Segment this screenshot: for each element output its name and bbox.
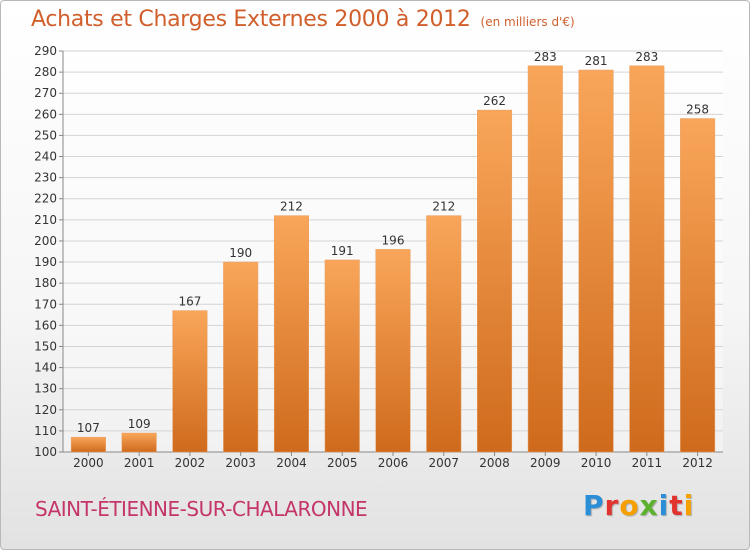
bar <box>629 65 665 453</box>
bar <box>680 118 716 453</box>
y-tick-label: 180 <box>34 276 57 290</box>
x-tick-label: 2007 <box>428 456 459 470</box>
y-tick-label: 270 <box>34 86 57 100</box>
bar <box>70 436 106 453</box>
bar <box>223 261 259 453</box>
bar <box>477 109 513 453</box>
logo-letter: r <box>604 489 620 522</box>
x-tick-label: 2012 <box>682 456 713 470</box>
proxiti-logo[interactable]: Proxiti <box>583 489 694 522</box>
data-label: 262 <box>483 94 506 108</box>
y-tick-label: 240 <box>34 150 57 164</box>
y-tick-label: 170 <box>34 297 57 311</box>
y-tick-label: 210 <box>34 213 57 227</box>
y-tick-label: 190 <box>34 255 57 269</box>
x-tick-label: 2010 <box>581 456 612 470</box>
logo-letter: x <box>639 489 659 522</box>
logo-letter: i <box>683 489 695 522</box>
bar <box>172 310 208 453</box>
x-tick-label: 2001 <box>124 456 155 470</box>
data-label: 212 <box>432 200 455 214</box>
y-tick-label: 130 <box>34 382 57 396</box>
data-label: 107 <box>77 421 100 435</box>
y-tick-label: 150 <box>34 339 57 353</box>
data-label: 190 <box>229 246 252 260</box>
data-label: 109 <box>128 417 151 431</box>
x-tick-label: 2002 <box>175 456 206 470</box>
bar <box>375 249 411 453</box>
bar <box>426 215 462 453</box>
logo-letter: P <box>583 489 605 522</box>
y-tick-label: 230 <box>34 171 57 185</box>
data-label: 283 <box>635 50 658 64</box>
x-tick-label: 2000 <box>73 456 104 470</box>
y-tick-label: 120 <box>34 403 57 417</box>
logo-letter: t <box>669 489 684 522</box>
x-tick-label: 2004 <box>276 456 307 470</box>
x-tick-label: 2011 <box>632 456 663 470</box>
y-tick-label: 280 <box>34 65 57 79</box>
data-label: 258 <box>686 103 709 117</box>
x-tick-label: 2008 <box>479 456 510 470</box>
data-label: 191 <box>331 244 354 258</box>
y-tick-label: 110 <box>34 424 57 438</box>
chart-subtitle: (en milliers d'€) <box>480 15 575 29</box>
y-tick-label: 260 <box>34 107 57 121</box>
chart-title-text: Achats et Charges Externes 2000 à 2012 <box>31 7 471 32</box>
data-label: 281 <box>585 54 608 68</box>
data-label: 283 <box>534 50 557 64</box>
y-tick-label: 250 <box>34 128 57 142</box>
y-tick-label: 220 <box>34 192 57 206</box>
bar <box>273 215 309 453</box>
data-label: 196 <box>382 233 405 247</box>
y-tick-label: 100 <box>34 445 57 459</box>
x-tick-label: 2006 <box>378 456 409 470</box>
y-tick-label: 290 <box>34 44 57 58</box>
data-label: 212 <box>280 200 303 214</box>
x-tick-label: 2009 <box>530 456 561 470</box>
bar <box>578 69 614 453</box>
bar <box>324 259 360 453</box>
y-tick-label: 160 <box>34 318 57 332</box>
y-tick-label: 140 <box>34 361 57 375</box>
logo-letter: i <box>658 489 670 522</box>
y-tick-label: 200 <box>34 234 57 248</box>
commune-name: SAINT-ÉTIENNE-SUR-CHALARONNE <box>35 497 368 521</box>
x-tick-label: 2005 <box>327 456 358 470</box>
logo-letter: o <box>619 489 640 522</box>
bar <box>121 432 157 453</box>
x-tick-label: 2003 <box>225 456 256 470</box>
bar <box>527 65 563 453</box>
data-label: 167 <box>178 295 201 309</box>
chart-title: Achats et Charges Externes 2000 à 2012 (e… <box>31 7 575 32</box>
